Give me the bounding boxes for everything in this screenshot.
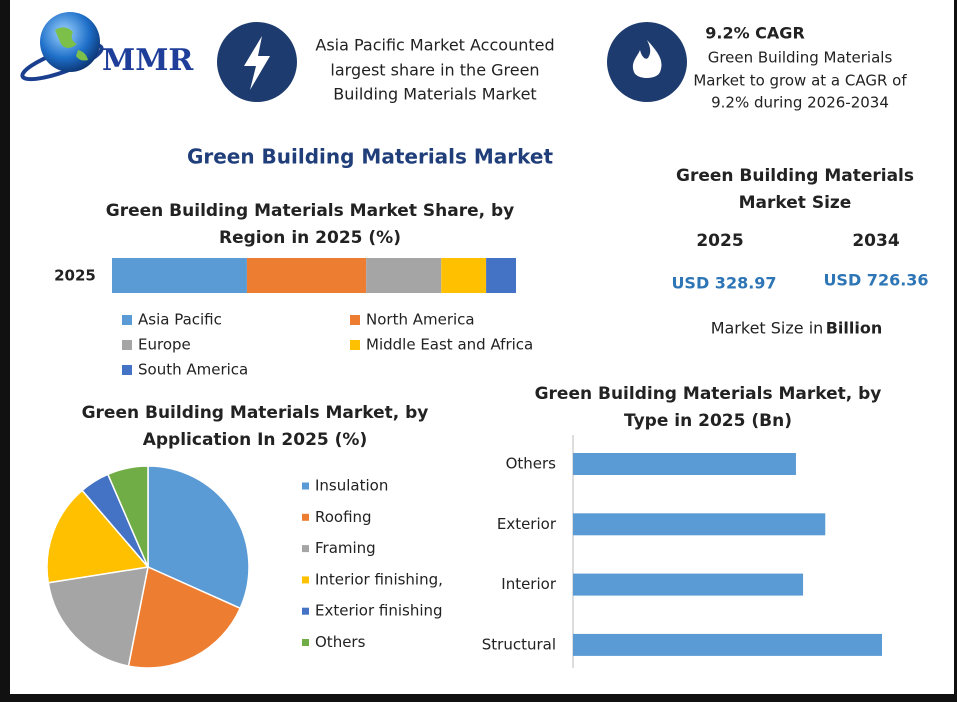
legend-swatch — [122, 340, 132, 350]
legend-label: Exterior finishing — [315, 602, 443, 620]
legend-swatch — [302, 639, 309, 646]
pie-slice — [127, 565, 242, 669]
legend-swatch — [350, 340, 360, 350]
pie-slice — [46, 489, 150, 584]
lightning-icon — [244, 36, 270, 90]
market-size-title: Market Size — [739, 193, 852, 213]
chart-title: Green Building Materials Market, by — [82, 403, 429, 423]
legend-label: South America — [138, 361, 248, 379]
bar-segment — [486, 258, 516, 293]
year-label: 2025 — [696, 231, 743, 251]
legend-swatch — [302, 576, 309, 584]
chart-title: Region in 2025 (%) — [219, 228, 401, 248]
legend-label: Middle East and Africa — [366, 336, 533, 354]
bar-segment — [112, 258, 247, 293]
market-size-note: Market Size in — [711, 319, 824, 338]
y-tick-label: Others — [506, 455, 557, 473]
legend-swatch — [122, 365, 132, 375]
bar — [573, 453, 796, 475]
legend-swatch — [350, 315, 360, 325]
legend-swatch — [302, 513, 309, 521]
flame-icon — [632, 40, 662, 78]
market-size-title: Green Building Materials — [676, 166, 914, 186]
legend-swatch — [302, 545, 309, 553]
market-value: USD 726.36 — [823, 271, 928, 290]
info-text: Building Materials Market — [333, 85, 536, 104]
category-label: 2025 — [54, 267, 96, 285]
bar-segment — [441, 258, 487, 293]
info-text: 9.2% during 2026-2034 — [711, 94, 889, 112]
legend-label: Asia Pacific — [138, 311, 222, 329]
market-size-unit: Billion — [826, 319, 883, 338]
chart-title: Green Building Materials Market Share, b… — [106, 201, 514, 221]
y-tick-label: Exterior — [497, 515, 557, 533]
bar — [573, 573, 804, 596]
bar-segment — [246, 258, 367, 293]
chart-title: Type in 2025 (Bn) — [624, 411, 792, 431]
legend-swatch — [302, 482, 309, 490]
legend-swatch — [122, 315, 132, 325]
y-tick-label: Structural — [482, 635, 556, 653]
bar — [573, 513, 826, 536]
legend-label: Europe — [138, 336, 191, 354]
info-text: largest share in the Green — [330, 61, 539, 80]
pie-slice — [47, 566, 149, 667]
legend-label: Insulation — [315, 477, 388, 495]
legend-label: Others — [315, 633, 366, 651]
info-text: Asia Pacific Market Accounted — [315, 36, 554, 55]
legend-label: Framing — [315, 539, 376, 557]
chart-title: Green Building Materials Market, by — [535, 384, 882, 404]
logo-text: MMR — [102, 43, 194, 78]
chart-title: Application In 2025 (%) — [143, 430, 368, 450]
info-text: Market to grow at a CAGR of — [693, 72, 907, 90]
logo: MMR — [20, 12, 194, 82]
bar — [573, 633, 882, 656]
legend-swatch — [302, 607, 309, 615]
main-title: Green Building Materials Market — [187, 145, 554, 169]
bar-segment — [366, 258, 442, 293]
info-heading: 9.2% CAGR — [705, 24, 805, 43]
legend-label: Roofing — [315, 508, 372, 526]
info-text: Green Building Materials — [708, 49, 893, 67]
market-value: USD 328.97 — [671, 274, 776, 293]
y-tick-label: Interior — [501, 575, 557, 593]
pie-slice — [147, 465, 250, 610]
legend-label: North America — [366, 311, 475, 329]
year-label: 2034 — [852, 231, 899, 251]
legend-label: Interior finishing, — [315, 570, 443, 588]
pie-slice — [106, 465, 149, 568]
